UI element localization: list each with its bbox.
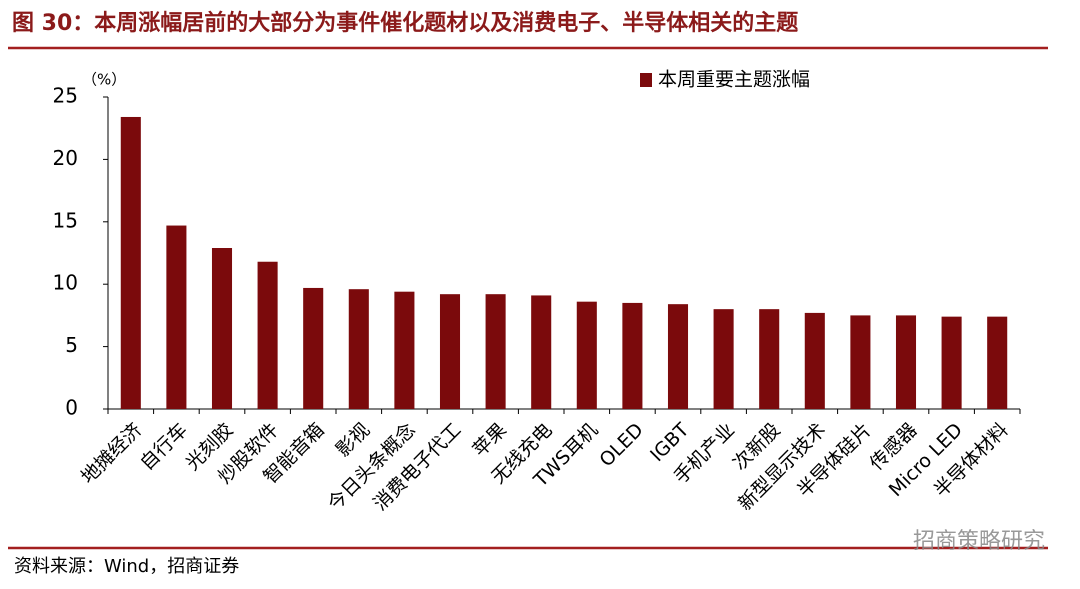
bar: [439, 294, 461, 409]
x-tick-label: 地摊经济: [77, 419, 146, 488]
y-unit: （%）: [82, 71, 126, 89]
bar: [895, 315, 917, 409]
y-tick-label: 5: [65, 333, 78, 357]
bar: [120, 116, 141, 409]
bar: [211, 248, 233, 409]
legend-swatch: [640, 73, 652, 87]
watermark: 招商策略研究: [913, 529, 1045, 554]
x-tick-label: 自行车: [136, 419, 192, 475]
bar: [622, 302, 643, 409]
legend-label: 本周重要主题涨幅: [658, 69, 810, 91]
bar: [987, 316, 1008, 409]
bar: [394, 291, 415, 409]
bar: [941, 316, 962, 409]
y-tick-label: 0: [65, 396, 78, 420]
bar: [850, 315, 871, 409]
bar: [667, 304, 689, 409]
bar: [257, 261, 278, 409]
y-tick-label: 15: [53, 208, 78, 232]
source-note: 资料来源：Wind，招商证券: [14, 556, 239, 577]
y-tick-label: 10: [53, 271, 78, 295]
bar: [303, 287, 324, 409]
bar: [713, 309, 734, 409]
bar: [804, 312, 825, 409]
bar: [485, 294, 506, 409]
bar: [759, 309, 780, 409]
bar: [531, 295, 552, 409]
bar: [166, 225, 187, 409]
bar: [576, 301, 597, 409]
chart-title: 图 30：本周涨幅居前的大部分为事件催化题材以及消费电子、半导体相关的主题: [12, 10, 799, 36]
x-tick-label: OLED: [595, 419, 647, 471]
y-tick-label: 25: [53, 84, 78, 108]
bar: [348, 289, 369, 409]
y-tick-label: 20: [53, 146, 78, 170]
